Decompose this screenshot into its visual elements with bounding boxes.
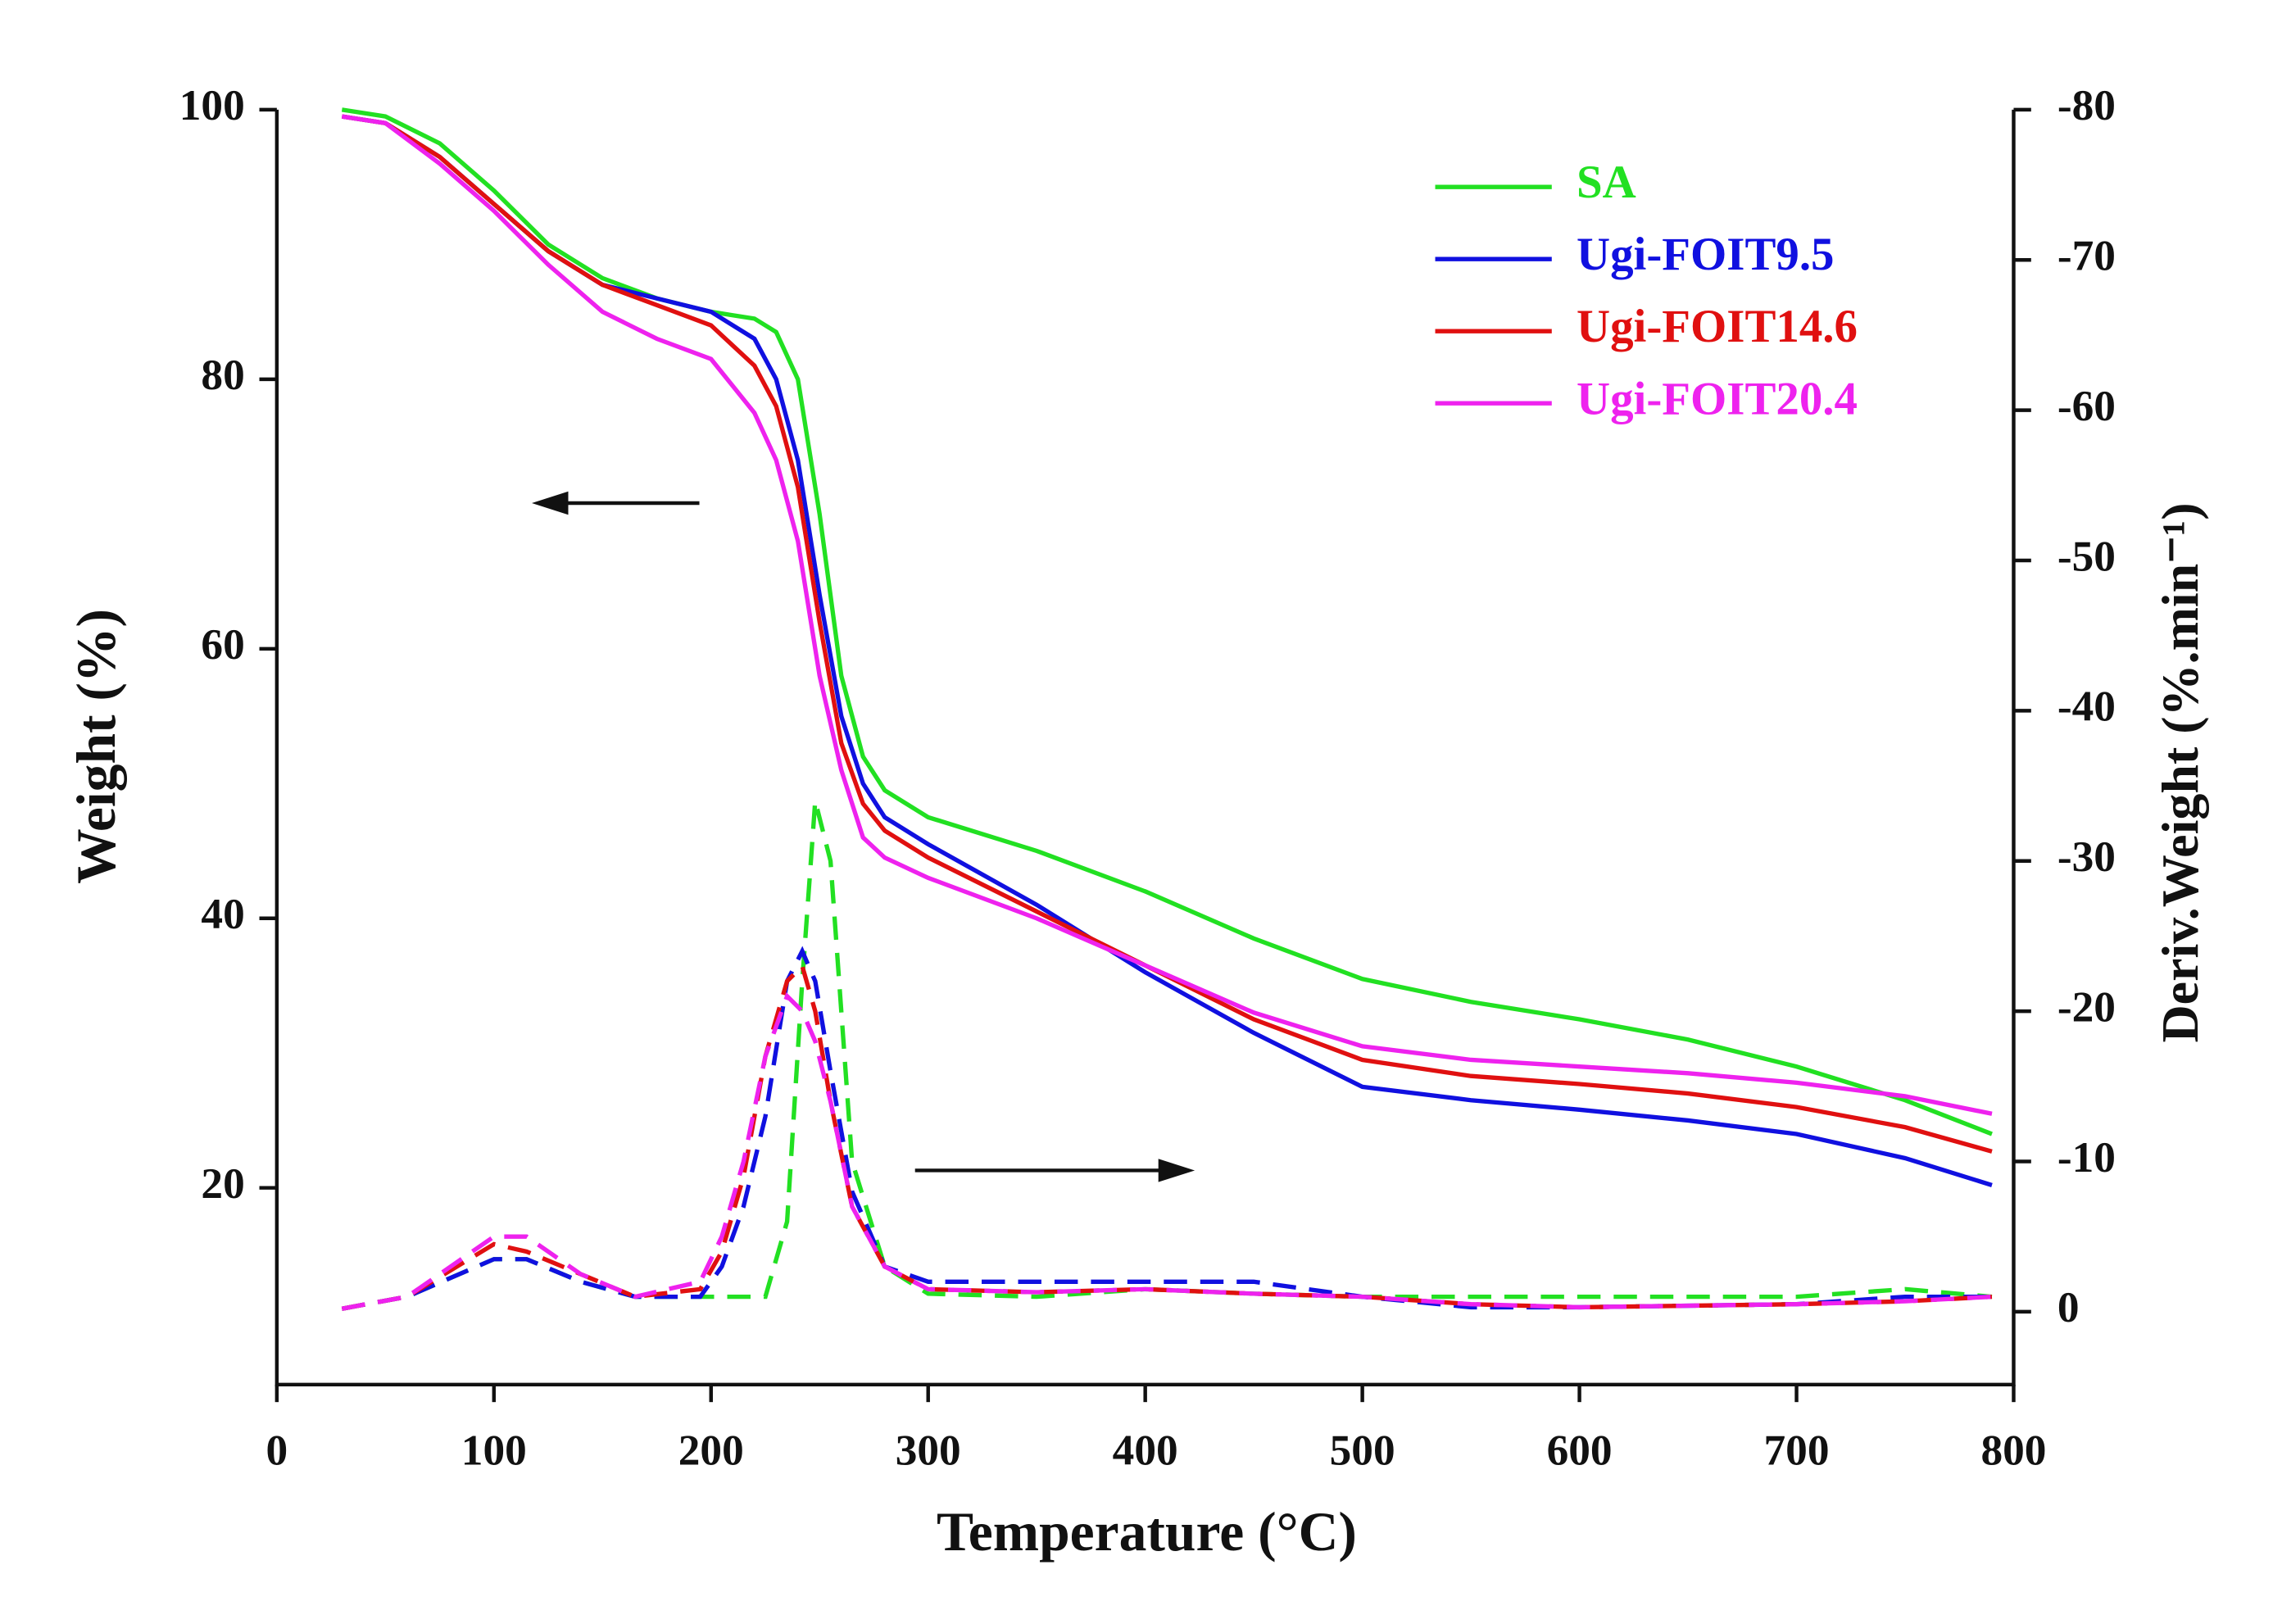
legend-label: Ugi-FOIT14.6 (1577, 301, 1858, 352)
deriv-line (341, 991, 1993, 1311)
arrow-left-head (532, 491, 569, 515)
legend-label: SA (1577, 157, 1636, 208)
weight-line (341, 107, 1993, 1136)
y2-tick-label: -60 (2057, 381, 2116, 430)
y-tick-label: 60 (201, 619, 244, 669)
x-tick-label: 600 (1547, 1425, 1613, 1474)
x-tick-label: 0 (266, 1425, 288, 1474)
y2-axis-label: Deriv.Weight (%.min⁻¹) (2151, 502, 2209, 1042)
legend-label: Ugi-FOIT20.4 (1577, 373, 1858, 424)
x-tick-label: 200 (678, 1425, 744, 1474)
x-tick-label: 700 (1764, 1425, 1830, 1474)
deriv-line (341, 946, 1992, 1311)
y2-tick-label: -50 (2057, 531, 2116, 580)
x-tick-label: 800 (1980, 1425, 2046, 1474)
y-tick-label: 100 (179, 80, 245, 129)
arrow-right-head (1158, 1159, 1195, 1182)
y2-tick-label: -80 (2057, 80, 2116, 129)
x-axis-label: Temperature (°C) (937, 1501, 1357, 1563)
y2-tick-label: -10 (2057, 1132, 2116, 1182)
x-tick-label: 400 (1113, 1425, 1178, 1474)
x-tick-label: 100 (461, 1425, 527, 1474)
y2-tick-label: -70 (2057, 231, 2116, 280)
weight-line (341, 114, 1993, 1116)
y2-tick-label: -20 (2057, 982, 2116, 1031)
y-axis-label: Weight (%) (66, 609, 127, 884)
y-tick-label: 20 (201, 1159, 244, 1208)
y-tick-label: 40 (201, 889, 244, 938)
weight-line (341, 114, 1993, 1154)
y2-tick-label: -30 (2057, 832, 2116, 881)
y-tick-label: 80 (201, 350, 244, 399)
y2-tick-label: -40 (2057, 682, 2116, 731)
legend-label: Ugi-FOIT9.5 (1577, 229, 1834, 280)
x-tick-label: 300 (896, 1425, 961, 1474)
deriv-line (341, 962, 1993, 1311)
x-tick-label: 500 (1330, 1425, 1395, 1474)
y2-tick-label: 0 (2057, 1282, 2080, 1331)
